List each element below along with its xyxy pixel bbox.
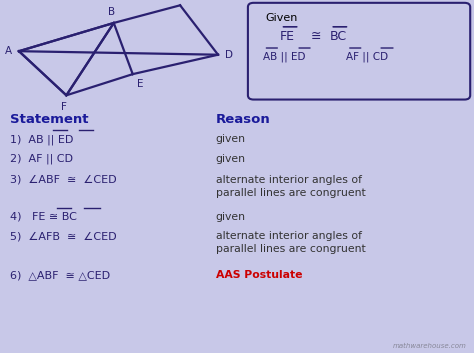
- Text: BC: BC: [329, 30, 346, 43]
- Text: F: F: [61, 102, 67, 112]
- Text: 1)  AB || ED: 1) AB || ED: [10, 134, 74, 145]
- Text: B: B: [108, 7, 115, 17]
- Text: Reason: Reason: [216, 113, 271, 126]
- Text: given: given: [216, 154, 246, 163]
- Text: 4)   FE ≅ BC: 4) FE ≅ BC: [10, 212, 77, 222]
- Text: given: given: [216, 134, 246, 144]
- Text: AF || CD: AF || CD: [346, 51, 388, 62]
- Text: 6)  △ABF  ≅ △CED: 6) △ABF ≅ △CED: [10, 270, 110, 280]
- Text: 3)  ∠ABF  ≅  ∠CED: 3) ∠ABF ≅ ∠CED: [10, 175, 117, 185]
- Text: D: D: [225, 50, 233, 60]
- Text: Statement: Statement: [10, 113, 89, 126]
- Text: alternate interior angles of
parallel lines are congruent: alternate interior angles of parallel li…: [216, 231, 365, 255]
- Text: 5)  ∠AFB  ≅  ∠CED: 5) ∠AFB ≅ ∠CED: [10, 231, 117, 241]
- Text: AAS Postulate: AAS Postulate: [216, 270, 302, 280]
- Text: E: E: [137, 79, 144, 89]
- Text: given: given: [216, 212, 246, 222]
- Text: alternate interior angles of
parallel lines are congruent: alternate interior angles of parallel li…: [216, 175, 365, 198]
- Text: A: A: [5, 46, 12, 56]
- Text: 2)  AF || CD: 2) AF || CD: [10, 154, 73, 164]
- Text: FE: FE: [280, 30, 295, 43]
- Text: Given: Given: [265, 13, 298, 23]
- FancyBboxPatch shape: [248, 3, 470, 100]
- Text: AB || ED: AB || ED: [263, 51, 306, 62]
- Text: mathwarehouse.com: mathwarehouse.com: [393, 343, 467, 349]
- Text: ≅: ≅: [310, 30, 321, 43]
